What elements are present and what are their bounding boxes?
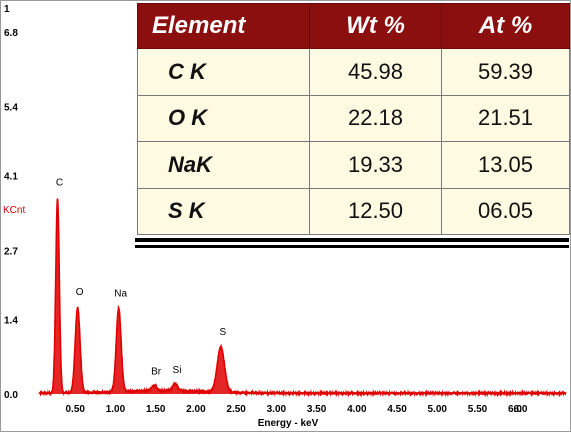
peak-labels: C O Na Br Si S — [56, 178, 227, 378]
element-cell: S K — [137, 187, 310, 235]
peak-label-br: Br — [151, 367, 162, 378]
header-wt-percent: Wt % — [309, 3, 442, 49]
y-tick-label: 6.8 — [4, 28, 18, 39]
at-cell: 59.39 — [441, 48, 570, 96]
wt-cell: 45.98 — [309, 48, 442, 96]
y-axis-ticks: 0.0 1.4 2.7 4.1 5.4 6.8 — [4, 28, 18, 401]
y-tick-label: 1.4 — [4, 315, 18, 326]
x-tick-label: 3.50 — [307, 404, 327, 415]
wt-cell: 12.50 — [309, 187, 442, 235]
element-cell: O K — [137, 94, 310, 142]
x-tick-label: 3.00 — [267, 404, 287, 415]
peak-label-o: O — [76, 287, 84, 298]
table-underline-thin — [135, 245, 569, 248]
peak-label-c: C — [56, 178, 63, 189]
composition-table: Element Wt % At % C K 45.98 59.39 O K 22… — [137, 3, 570, 235]
table-header-row: Element Wt % At % — [137, 3, 570, 49]
spectrum-series-line — [38, 198, 567, 398]
y-tick-label: 0.0 — [4, 390, 18, 401]
x-tick-label: 1.50 — [146, 404, 166, 415]
y-tick-label: 5.4 — [4, 103, 18, 114]
y-tick-label: 2.7 — [4, 246, 18, 257]
peak-label-si: Si — [173, 365, 182, 376]
table-row: O K 22.18 21.51 — [137, 94, 570, 142]
x-tick-label: 6. — [514, 404, 523, 415]
wt-cell: 22.18 — [309, 94, 442, 142]
table-row: NaK 19.33 13.05 — [137, 141, 570, 189]
x-tick-label: 1.00 — [106, 404, 126, 415]
table-row: S K 12.50 06.05 — [137, 187, 570, 235]
element-cell: NaK — [137, 141, 310, 189]
x-axis-label: Energy - keV — [258, 418, 319, 429]
x-tick-label: 0.50 — [65, 404, 85, 415]
x-tick-label: 2.00 — [186, 404, 206, 415]
x-tick-label: 4.00 — [347, 404, 367, 415]
at-cell: 06.05 — [441, 187, 570, 235]
x-tick-label: 4.50 — [387, 404, 407, 415]
x-tick-label: 6.00 — [508, 404, 528, 415]
element-cell: C K — [137, 48, 310, 96]
x-tick-label: 5.50 — [468, 404, 488, 415]
x-axis-ticks: 0.50 1.00 1.50 2.00 2.50 3.00 3.50 4.00 4.50 5.00… — [65, 404, 527, 415]
header-element: Element — [137, 3, 310, 49]
table-row: C K 45.98 59.39 — [137, 48, 570, 96]
y-tick-label: 4.1 — [4, 172, 18, 183]
y-axis-label: KCnt — [3, 205, 25, 216]
wt-cell: 19.33 — [309, 141, 442, 189]
x-tick-label: 2.50 — [226, 404, 246, 415]
x-tick-label: 5.00 — [428, 404, 448, 415]
table-underline-thick — [135, 238, 569, 242]
at-cell: 13.05 — [441, 141, 570, 189]
corner-label: 1 — [4, 4, 10, 15]
header-at-percent: At % — [441, 3, 570, 49]
peak-label-s: S — [220, 327, 227, 338]
at-cell: 21.51 — [441, 94, 570, 142]
peak-label-na: Na — [114, 288, 127, 299]
